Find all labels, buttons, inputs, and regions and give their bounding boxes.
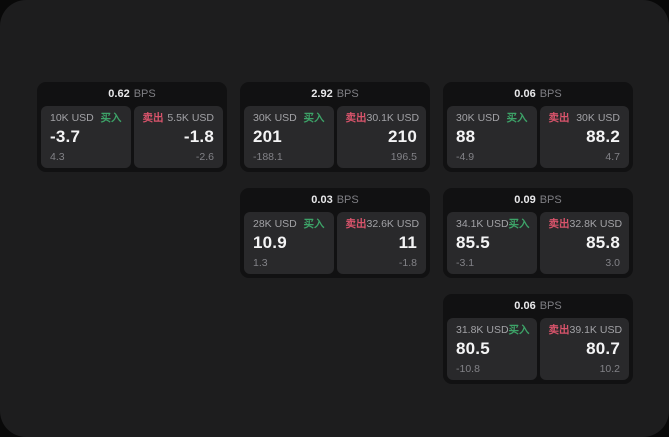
sell-panel[interactable]: 卖出 5.5K USD -1.8 -2.6 xyxy=(133,106,223,168)
buy-delta: -3.1 xyxy=(456,257,475,269)
buy-price: -3.7 xyxy=(50,127,81,146)
bps-value: 0.03 xyxy=(311,194,333,206)
quote-card-3: 0.06 BPS 30K USD 买入 88 -4.9 卖出 30K USD xyxy=(443,82,633,172)
buy-amount: 30K USD xyxy=(456,112,500,124)
bps-header: 0.03 BPS xyxy=(244,188,426,212)
bps-unit-label: BPS xyxy=(133,88,156,100)
sell-side-label: 卖出 xyxy=(548,324,570,336)
sell-delta: 3.0 xyxy=(605,257,620,269)
bps-value: 0.06 xyxy=(514,300,536,312)
buy-panel[interactable]: 10K USD 买入 -3.7 4.3 xyxy=(41,106,131,168)
bps-value: 0.09 xyxy=(514,194,536,206)
sell-delta: -1.8 xyxy=(398,257,417,269)
sell-side-label: 卖出 xyxy=(548,112,570,124)
sell-side-label: 卖出 xyxy=(345,218,367,230)
buy-delta: 1.3 xyxy=(253,257,268,269)
buy-panel[interactable]: 28K USD 买入 10.9 1.3 xyxy=(244,212,334,274)
quote-card-4: 0.03 BPS 28K USD 买入 10.9 1.3 卖出 32.6K US… xyxy=(240,188,430,278)
sell-delta: 10.2 xyxy=(599,363,620,375)
buy-side-label: 买入 xyxy=(508,218,530,230)
sell-price: 80.7 xyxy=(586,339,620,358)
bps-header: 0.09 BPS xyxy=(447,188,629,212)
buy-delta: -188.1 xyxy=(253,151,283,163)
sell-price: 85.8 xyxy=(586,233,620,252)
sell-side-label: 卖出 xyxy=(142,112,164,124)
bps-header: 0.06 BPS xyxy=(447,294,629,318)
sell-amount: 5.5K USD xyxy=(167,112,214,124)
buy-price: 201 xyxy=(253,127,282,146)
buy-side-label: 买入 xyxy=(508,324,530,336)
quote-card-5: 0.09 BPS 34.1K USD 买入 85.5 -3.1 卖出 32.8K… xyxy=(443,188,633,278)
sell-price: -1.8 xyxy=(183,127,214,146)
sell-side-label: 卖出 xyxy=(548,218,570,230)
sell-delta: 196.5 xyxy=(390,151,417,163)
buy-price: 10.9 xyxy=(253,233,287,252)
sell-panel[interactable]: 卖出 30K USD 88.2 4.7 xyxy=(539,106,629,168)
bps-unit-label: BPS xyxy=(336,88,359,100)
buy-price: 85.5 xyxy=(456,233,490,252)
bps-unit-label: BPS xyxy=(539,194,562,206)
buy-side-label: 买入 xyxy=(303,218,325,230)
sell-panel[interactable]: 卖出 30.1K USD 210 196.5 xyxy=(336,106,426,168)
sell-price: 210 xyxy=(388,127,417,146)
sell-amount: 39.1K USD xyxy=(569,324,623,336)
buy-delta: 4.3 xyxy=(50,151,65,163)
sell-amount: 30K USD xyxy=(576,112,620,124)
buy-panel[interactable]: 34.1K USD 买入 85.5 -3.1 xyxy=(447,212,537,274)
buy-panel[interactable]: 30K USD 买入 88 -4.9 xyxy=(447,106,537,168)
sell-panel[interactable]: 卖出 32.8K USD 85.8 3.0 xyxy=(539,212,629,274)
buy-amount: 31.8K USD xyxy=(456,324,509,336)
bps-header: 2.92 BPS xyxy=(244,82,426,106)
quote-card-grid: 0.62 BPS 10K USD 买入 -3.7 4.3 卖出 5.5K USD xyxy=(37,82,633,384)
sell-price: 88.2 xyxy=(586,127,620,146)
sell-delta: 4.7 xyxy=(605,151,620,163)
sell-side-label: 卖出 xyxy=(345,112,367,124)
quote-card-1: 0.62 BPS 10K USD 买入 -3.7 4.3 卖出 5.5K USD xyxy=(37,82,227,172)
quote-card-6: 0.06 BPS 31.8K USD 买入 80.5 -10.8 卖出 39.1… xyxy=(443,294,633,384)
sell-amount: 32.6K USD xyxy=(366,218,420,230)
buy-side-label: 买入 xyxy=(303,112,325,124)
buy-side-label: 买入 xyxy=(100,112,122,124)
sell-price: 11 xyxy=(398,233,417,252)
buy-panel[interactable]: 31.8K USD 买入 80.5 -10.8 xyxy=(447,318,537,380)
buy-amount: 30K USD xyxy=(253,112,297,124)
bps-unit-label: BPS xyxy=(539,300,562,312)
buy-price: 88 xyxy=(456,127,476,146)
buy-delta: -10.8 xyxy=(456,363,480,375)
bps-unit-label: BPS xyxy=(336,194,359,206)
bps-value: 0.06 xyxy=(514,88,536,100)
bps-unit-label: BPS xyxy=(539,88,562,100)
buy-delta: -4.9 xyxy=(456,151,475,163)
sell-panel[interactable]: 卖出 39.1K USD 80.7 10.2 xyxy=(539,318,629,380)
sell-amount: 32.8K USD xyxy=(569,218,623,230)
buy-price: 80.5 xyxy=(456,339,490,358)
bps-header: 0.62 BPS xyxy=(41,82,223,106)
buy-side-label: 买入 xyxy=(506,112,528,124)
bps-value: 2.92 xyxy=(311,88,333,100)
sell-panel[interactable]: 卖出 32.6K USD 11 -1.8 xyxy=(336,212,426,274)
quote-card-2: 2.92 BPS 30K USD 买入 201 -188.1 卖出 30.1K … xyxy=(240,82,430,172)
bps-value: 0.62 xyxy=(108,88,130,100)
buy-amount: 10K USD xyxy=(50,112,94,124)
sell-delta: -2.6 xyxy=(195,151,214,163)
sell-amount: 30.1K USD xyxy=(366,112,420,124)
buy-panel[interactable]: 30K USD 买入 201 -188.1 xyxy=(244,106,334,168)
buy-amount: 34.1K USD xyxy=(456,218,509,230)
buy-amount: 28K USD xyxy=(253,218,297,230)
bps-header: 0.06 BPS xyxy=(447,82,629,106)
